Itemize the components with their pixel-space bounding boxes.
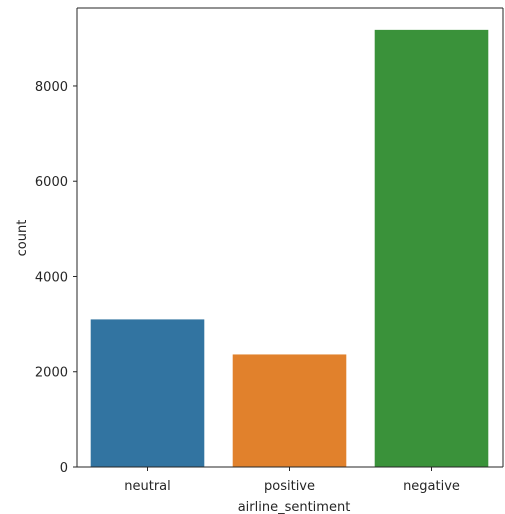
x-tick-label: positive <box>264 479 315 494</box>
x-tick-label: negative <box>403 479 460 494</box>
y-tick-label: 0 <box>60 461 68 476</box>
y-axis-title: count <box>15 220 30 257</box>
y-tick-label: 8000 <box>35 80 68 95</box>
y-axis-ticks: 0 2000 4000 6000 8000 <box>35 80 77 476</box>
y-tick-label: 2000 <box>35 366 68 381</box>
x-tick-label: neutral <box>124 479 171 494</box>
x-axis-title: airline_sentiment <box>238 500 351 514</box>
plot-area: 0 2000 4000 6000 8000 neutral positive negativ… <box>35 7 504 494</box>
bars-group <box>90 29 489 468</box>
x-axis-ticks: neutral positive negative <box>124 467 460 494</box>
y-tick-label: 6000 <box>35 175 68 190</box>
y-tick-label: 4000 <box>35 270 68 285</box>
bar-neutral <box>90 319 205 467</box>
bar-positive <box>232 354 347 467</box>
bar-negative <box>374 29 489 468</box>
